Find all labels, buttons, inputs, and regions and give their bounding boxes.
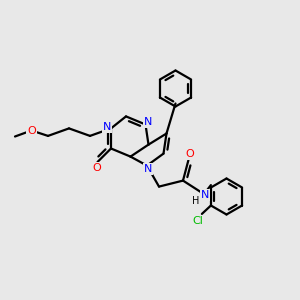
Text: N: N	[144, 117, 153, 127]
Text: H: H	[192, 196, 199, 206]
Text: N: N	[200, 190, 209, 200]
Text: Cl: Cl	[193, 215, 204, 226]
Text: N: N	[144, 164, 152, 174]
Text: O: O	[92, 163, 101, 173]
Text: O: O	[185, 149, 194, 159]
Text: O: O	[27, 125, 36, 136]
Text: N: N	[103, 122, 112, 132]
